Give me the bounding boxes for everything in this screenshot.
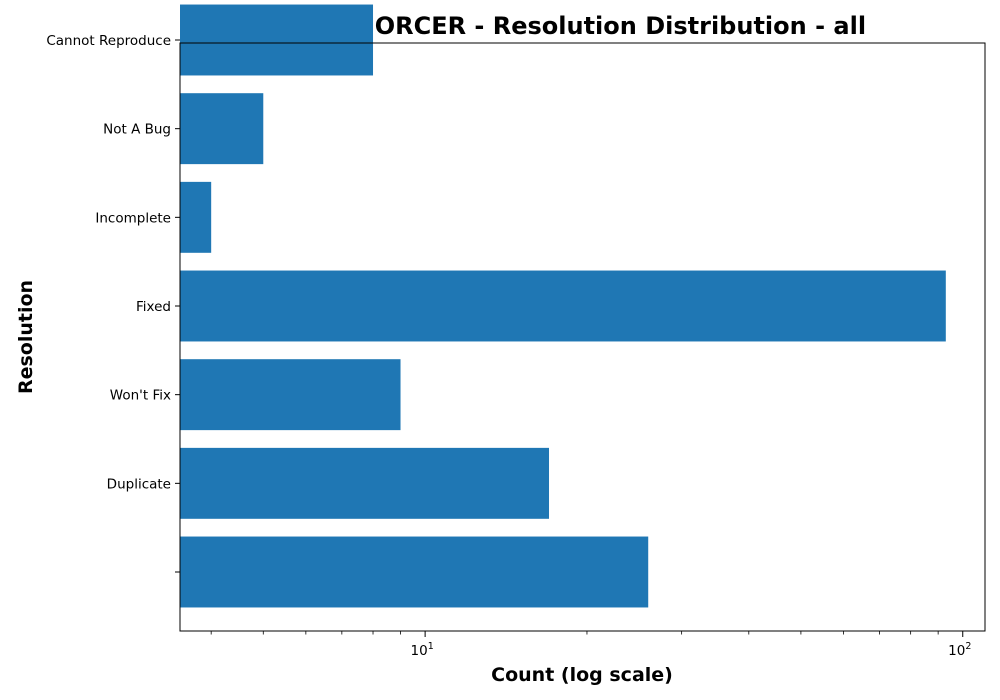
bar [180, 359, 401, 431]
bar [180, 93, 264, 165]
x-tick-label: 101 [411, 641, 434, 659]
y-tick-label: Incomplete [95, 210, 171, 226]
y-tick-label: Cannot Reproduce [46, 33, 171, 49]
plot-area: Duplicate Won't Fix Fixed Incomplete Not A B… [46, 4, 986, 659]
y-tick-label: Not A Bug [103, 122, 171, 138]
plot-frame [179, 42, 986, 632]
y-tick-label: Duplicate [107, 476, 171, 492]
bar [180, 536, 649, 608]
x-axis-label: Count (log scale) [491, 664, 673, 686]
y-axis-label: Resolution [15, 280, 37, 394]
y-tick-label: Fixed [136, 299, 171, 315]
bar [180, 447, 550, 519]
bar [180, 4, 374, 76]
y-tick-label: Won't Fix [110, 388, 171, 404]
x-tick-label: 102 [948, 641, 971, 659]
bar [180, 270, 946, 342]
bar [180, 181, 212, 253]
chart-title: MENFORCER - Resolution Distribution - al… [298, 12, 866, 40]
